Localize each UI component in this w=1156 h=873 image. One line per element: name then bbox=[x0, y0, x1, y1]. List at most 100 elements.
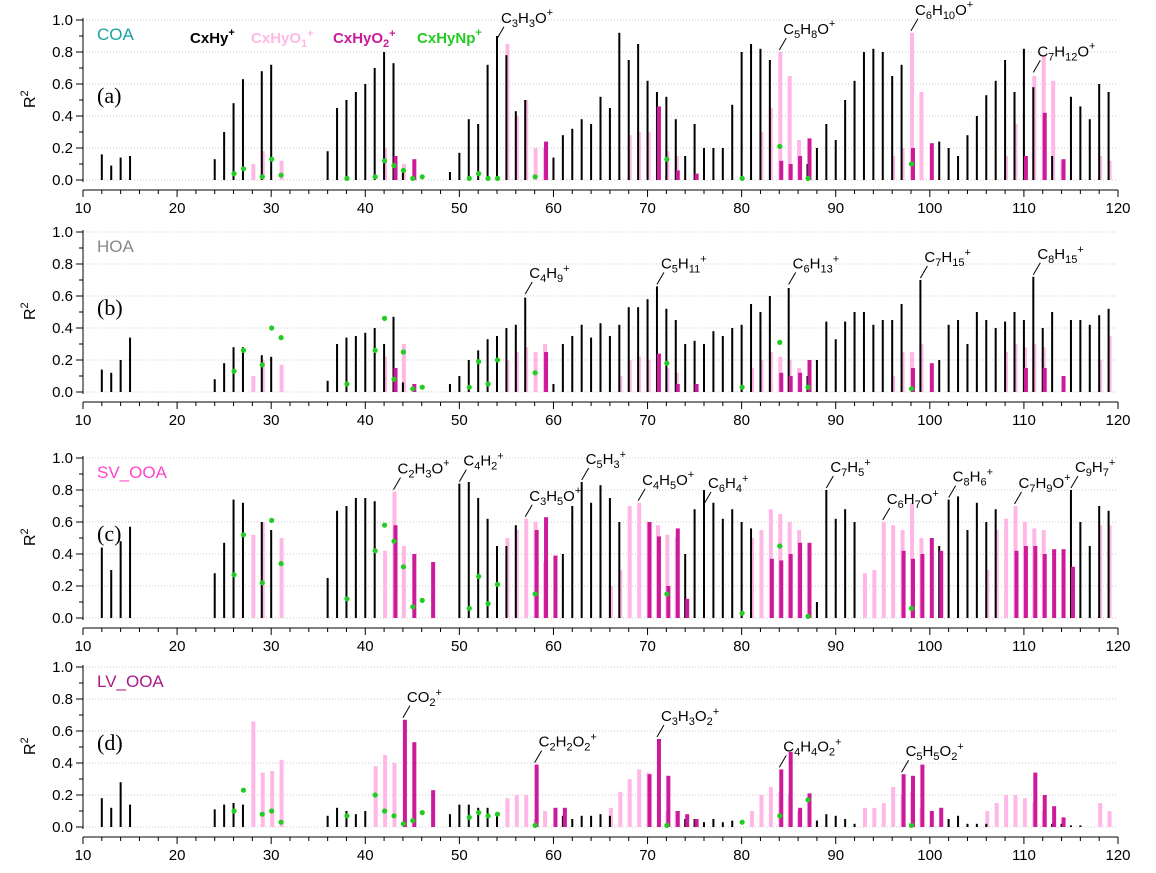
bar bbox=[129, 526, 132, 618]
data-point bbox=[231, 368, 237, 374]
bar bbox=[448, 384, 451, 392]
bar bbox=[637, 307, 640, 392]
bar bbox=[354, 92, 357, 180]
legend-cxhyo2: CxHyO2+ bbox=[333, 28, 396, 50]
bar bbox=[524, 518, 529, 618]
bar bbox=[364, 498, 367, 618]
bar bbox=[798, 807, 803, 827]
bar bbox=[571, 336, 574, 392]
bar bbox=[260, 772, 265, 827]
bar bbox=[561, 554, 564, 618]
data-point bbox=[532, 370, 538, 376]
bar bbox=[994, 80, 997, 180]
bar bbox=[1079, 320, 1082, 392]
y-tick-label: 0.0 bbox=[52, 610, 73, 627]
bar bbox=[392, 316, 395, 392]
bar bbox=[938, 141, 941, 180]
data-point bbox=[532, 591, 538, 597]
bar bbox=[815, 602, 818, 618]
bar bbox=[270, 64, 273, 180]
bar bbox=[994, 328, 997, 392]
bar bbox=[985, 811, 990, 827]
bar bbox=[966, 344, 969, 392]
annotation-label: C2H2O2+ bbox=[539, 732, 597, 754]
bar bbox=[666, 586, 671, 618]
bar bbox=[779, 769, 784, 827]
bar bbox=[383, 52, 386, 180]
bar bbox=[853, 80, 856, 180]
bar bbox=[100, 798, 103, 827]
factor-label: SV_OOA bbox=[97, 463, 168, 482]
bar bbox=[232, 499, 235, 618]
data-point bbox=[269, 325, 275, 331]
bar bbox=[825, 321, 828, 392]
bar bbox=[665, 96, 668, 180]
y-tick-label: 0.4 bbox=[52, 320, 73, 337]
bar bbox=[571, 819, 574, 827]
bar bbox=[834, 518, 837, 618]
bar bbox=[486, 64, 489, 180]
bar bbox=[985, 320, 988, 392]
bar bbox=[1088, 324, 1091, 392]
data-point bbox=[410, 818, 416, 824]
bar bbox=[740, 52, 743, 180]
data-point bbox=[494, 581, 501, 588]
bar bbox=[920, 764, 925, 827]
bar bbox=[947, 148, 950, 180]
data-point bbox=[278, 561, 284, 567]
bar bbox=[599, 485, 602, 618]
bar bbox=[985, 823, 988, 827]
bar bbox=[920, 554, 925, 618]
annotation-leader bbox=[910, 18, 919, 32]
bar bbox=[1023, 368, 1028, 392]
x-tick-label: 90 bbox=[827, 200, 844, 217]
bar bbox=[580, 324, 583, 392]
bar bbox=[957, 320, 960, 392]
data-point bbox=[664, 822, 670, 829]
bar bbox=[759, 312, 762, 392]
bar bbox=[486, 339, 489, 392]
bar bbox=[345, 100, 348, 180]
bar bbox=[637, 44, 640, 180]
bar bbox=[326, 151, 329, 180]
bar bbox=[1042, 554, 1047, 618]
data-point bbox=[344, 175, 350, 181]
bar bbox=[1041, 328, 1044, 392]
bar bbox=[966, 135, 969, 180]
bar bbox=[524, 297, 527, 392]
bar bbox=[788, 376, 793, 392]
bar bbox=[759, 530, 764, 618]
x-tick-label: 70 bbox=[639, 412, 656, 429]
data-point bbox=[259, 174, 265, 180]
bar bbox=[674, 119, 677, 180]
bar bbox=[326, 380, 329, 392]
annotation-leader bbox=[778, 755, 787, 768]
bar bbox=[608, 108, 611, 180]
bar bbox=[788, 164, 793, 180]
annotation-label: C6H10O+ bbox=[915, 0, 973, 22]
bar bbox=[100, 547, 103, 618]
bar bbox=[544, 141, 549, 180]
bar bbox=[544, 352, 549, 392]
bar bbox=[975, 116, 978, 180]
data-point bbox=[231, 171, 237, 177]
bar bbox=[100, 369, 103, 392]
bar bbox=[769, 558, 774, 618]
y-axis-label: R2 bbox=[19, 90, 39, 108]
bar bbox=[768, 60, 771, 180]
data-point bbox=[419, 597, 425, 604]
bar bbox=[665, 534, 670, 618]
x-tick-label: 30 bbox=[263, 412, 280, 429]
bar bbox=[401, 170, 404, 180]
data-point bbox=[381, 808, 388, 814]
annotation-leader bbox=[496, 26, 505, 40]
bar bbox=[458, 483, 461, 618]
bar bbox=[853, 522, 856, 618]
x-tick-label: 100 bbox=[917, 847, 942, 864]
bar bbox=[694, 384, 699, 392]
bar bbox=[590, 502, 593, 618]
bar bbox=[627, 307, 630, 392]
data-point bbox=[476, 810, 482, 816]
bar bbox=[599, 814, 602, 827]
data-point bbox=[391, 813, 397, 819]
